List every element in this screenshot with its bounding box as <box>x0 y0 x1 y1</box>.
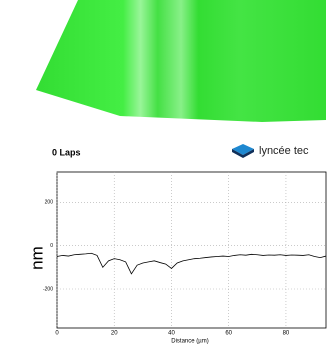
logo-text: lyncée tec <box>259 145 309 157</box>
x-tick-label: 20 <box>111 331 118 337</box>
screen: 0 Laps lyncée tec Distance (µm) nm 2000-… <box>0 0 331 347</box>
x-axis-label: Distance (µm) <box>171 339 208 345</box>
x-tick-label: 0 <box>55 331 59 337</box>
x-tick-label: 80 <box>283 331 290 337</box>
surface-3d <box>36 0 326 122</box>
laps-label: 0 Laps <box>52 147 81 157</box>
y-tick-label: 0 <box>50 243 53 249</box>
page: 0 Laps lyncée tec Distance (µm) nm 2000-… <box>0 0 331 347</box>
x-tick-label: 60 <box>225 331 232 337</box>
y-tick-label: 200 <box>45 200 54 206</box>
y-axis-label: nm <box>27 246 46 270</box>
x-tick-label: 40 <box>168 331 175 337</box>
logo: lyncée tec <box>232 144 309 158</box>
y-tick-label: -200 <box>43 286 53 292</box>
